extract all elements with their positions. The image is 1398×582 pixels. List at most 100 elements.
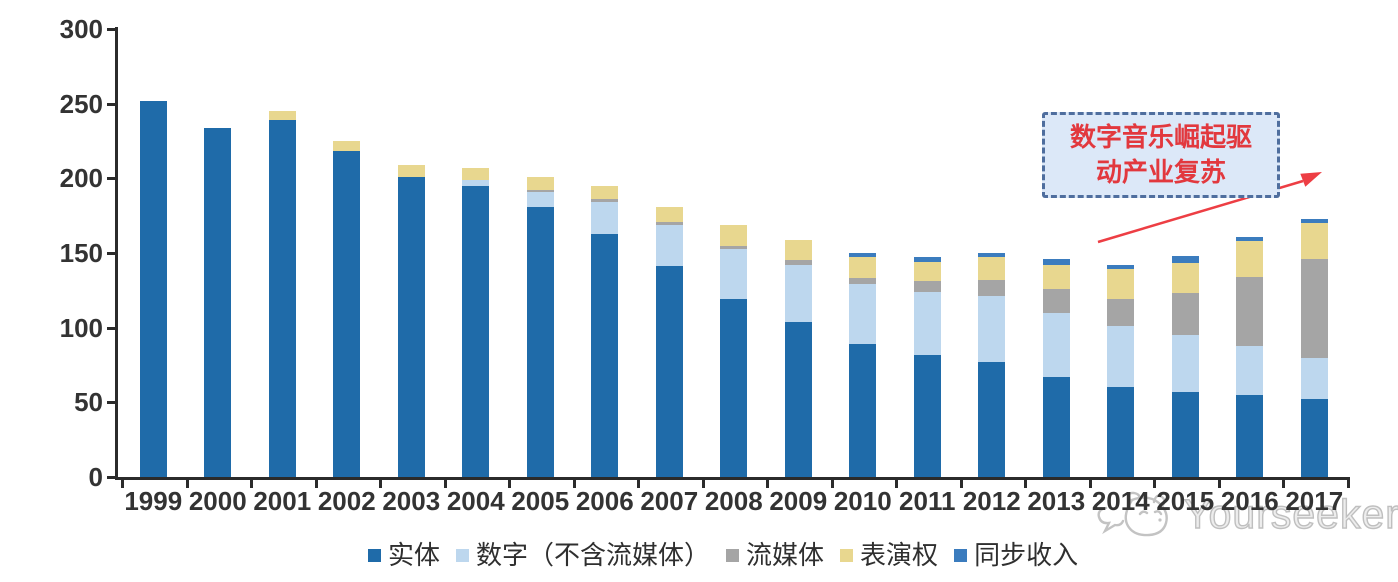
x-tick-label: 2003 — [382, 486, 441, 516]
bar-segment — [1107, 387, 1135, 477]
bar-segment — [849, 284, 877, 345]
x-axis-tick — [830, 480, 834, 488]
legend-label: 实体 — [388, 540, 441, 570]
bar-segment — [978, 296, 1006, 362]
bar-segment — [913, 291, 941, 355]
bar-segment — [591, 202, 619, 234]
x-tick-label: 2000 — [188, 486, 247, 516]
legend-item: 流媒体 — [726, 540, 824, 570]
y-axis-tick — [107, 28, 117, 31]
bar-segment — [268, 111, 296, 121]
bar-segment — [1042, 288, 1070, 313]
bar-segment — [591, 185, 619, 200]
y-axis-tick — [107, 252, 117, 255]
bar-segment — [591, 233, 619, 477]
bar-segment — [1171, 335, 1199, 392]
bar-segment — [849, 278, 877, 285]
x-tick-label: 2006 — [575, 486, 634, 516]
bar-segment — [784, 239, 812, 261]
bar-segment — [1171, 293, 1199, 336]
y-axis-tick — [107, 476, 117, 479]
bar-segment — [913, 261, 941, 282]
bar-segment — [1300, 223, 1328, 259]
legend-item: 实体 — [368, 540, 440, 570]
bar-segment — [849, 253, 877, 258]
bar-segment — [849, 257, 877, 279]
bar-segment — [913, 257, 941, 262]
x-axis-tick — [895, 480, 898, 488]
y-tick-label: 300 — [59, 14, 103, 44]
x-tick-label: 1999 — [124, 486, 183, 516]
bar-segment — [784, 260, 812, 265]
legend-swatch-icon — [456, 548, 470, 562]
x-tick-label: 2016 — [1220, 486, 1279, 516]
x-tick-label: 2008 — [704, 486, 763, 516]
bar-segment — [268, 120, 296, 477]
annotation-text-line2: 动产业复苏 — [1095, 157, 1226, 187]
bar-segment — [1300, 218, 1328, 224]
x-axis-tick — [959, 480, 963, 488]
bar-segment — [1042, 312, 1070, 377]
bar-segment — [1107, 299, 1135, 327]
x-axis-tick — [314, 480, 318, 488]
bar-segment — [978, 257, 1006, 280]
x-axis-tick — [1024, 480, 1027, 488]
bar-segment — [720, 245, 748, 249]
x-tick-label: 2001 — [253, 486, 312, 516]
bar-segment — [1236, 236, 1264, 242]
bar-segment — [397, 164, 425, 177]
bar-segment — [1300, 258, 1328, 358]
bar-segment — [1236, 345, 1264, 395]
x-axis-tick — [701, 480, 705, 488]
x-axis-line — [115, 477, 1350, 480]
x-tick-label: 2015 — [1156, 486, 1215, 516]
x-tick-label: 2007 — [640, 486, 699, 516]
x-axis-tick — [1217, 480, 1221, 488]
x-axis-tick — [250, 480, 253, 488]
x-tick-label: 2005 — [511, 486, 570, 516]
legend-label: 同步收入 — [974, 540, 1079, 570]
x-axis-tick — [121, 480, 124, 488]
bar-segment — [913, 281, 941, 292]
x-tick-label: 2014 — [1091, 486, 1150, 516]
bar-segment — [655, 266, 683, 477]
y-tick-label: 150 — [59, 238, 103, 268]
bar-segment — [333, 141, 361, 152]
y-axis-tick — [107, 177, 117, 181]
bar-segment — [1171, 255, 1199, 264]
bar-segment — [526, 176, 554, 191]
bar-segment — [784, 321, 812, 477]
legend-label: 数字（不含流媒体） — [476, 540, 711, 570]
bar-segment — [720, 224, 748, 246]
bar-segment — [1107, 269, 1135, 300]
bar-segment — [655, 224, 683, 267]
bar-segment — [978, 279, 1006, 297]
x-tick-label: 2012 — [962, 486, 1021, 516]
watermark-text: Yourseeker — [1183, 490, 1398, 537]
x-axis-tick — [1153, 480, 1156, 488]
legend-swatch-icon — [368, 548, 381, 562]
bar-segment — [1236, 394, 1264, 477]
annotation-arrowhead-icon — [1300, 172, 1322, 187]
legend-swatch-icon — [840, 548, 854, 562]
bar-segment — [462, 179, 490, 186]
y-tick-label: 100 — [59, 312, 103, 343]
x-axis-tick — [766, 480, 769, 488]
y-tick-label: 200 — [59, 163, 103, 194]
x-axis-tick — [1088, 480, 1092, 488]
x-tick-label: 2004 — [446, 486, 505, 516]
bar-segment — [1171, 391, 1199, 477]
legend-label: 流媒体 — [746, 540, 825, 570]
bar-segment — [462, 185, 490, 477]
y-axis-tick — [107, 102, 117, 106]
bar-segment — [1236, 276, 1264, 346]
y-axis-tick — [107, 326, 117, 330]
bar-segment — [1236, 241, 1264, 277]
x-axis-tick — [572, 480, 576, 488]
watermark: Yourseeker — [1092, 490, 1398, 548]
bar-segment — [1042, 376, 1070, 477]
y-tick-label: 50 — [74, 387, 103, 418]
bar-segment — [978, 362, 1006, 477]
bar-segment — [333, 151, 361, 477]
x-axis-tick — [185, 480, 189, 488]
